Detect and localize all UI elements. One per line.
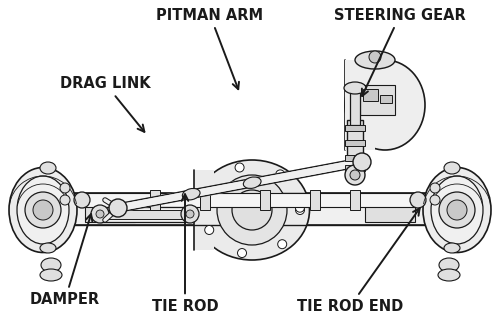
Circle shape xyxy=(447,200,467,220)
Text: TIE ROD: TIE ROD xyxy=(152,194,218,314)
Circle shape xyxy=(410,192,426,208)
Circle shape xyxy=(430,195,440,205)
Circle shape xyxy=(91,205,109,223)
Circle shape xyxy=(109,199,127,217)
Circle shape xyxy=(33,200,53,220)
Ellipse shape xyxy=(40,243,56,253)
Bar xyxy=(200,190,210,210)
Ellipse shape xyxy=(182,189,200,200)
Bar xyxy=(345,125,365,131)
Ellipse shape xyxy=(17,176,69,244)
Bar xyxy=(100,210,190,219)
Circle shape xyxy=(60,195,70,205)
Bar xyxy=(194,170,214,250)
Text: DRAG LINK: DRAG LINK xyxy=(60,76,150,132)
Circle shape xyxy=(296,203,304,212)
Text: PITMAN ARM: PITMAN ARM xyxy=(156,8,264,89)
Text: STEERING GEAR: STEERING GEAR xyxy=(334,8,466,96)
Bar xyxy=(100,207,190,222)
Circle shape xyxy=(25,192,61,228)
Circle shape xyxy=(74,192,90,208)
Bar xyxy=(260,190,270,210)
Bar xyxy=(350,90,360,125)
Text: TIE ROD END: TIE ROD END xyxy=(297,208,420,314)
Bar xyxy=(65,193,435,225)
Bar xyxy=(345,60,375,150)
Ellipse shape xyxy=(439,258,459,272)
Circle shape xyxy=(430,183,440,193)
Ellipse shape xyxy=(9,168,77,253)
Circle shape xyxy=(353,153,371,171)
Ellipse shape xyxy=(345,60,425,150)
Bar xyxy=(347,120,363,175)
Ellipse shape xyxy=(40,269,62,281)
Circle shape xyxy=(204,188,212,197)
Ellipse shape xyxy=(344,82,366,94)
Bar xyxy=(363,89,378,101)
Circle shape xyxy=(232,190,272,230)
Circle shape xyxy=(217,175,287,245)
Circle shape xyxy=(345,165,365,185)
Circle shape xyxy=(235,163,244,172)
Circle shape xyxy=(276,170,284,179)
Circle shape xyxy=(296,205,304,214)
Text: DAMPER: DAMPER xyxy=(30,214,100,307)
Circle shape xyxy=(439,192,475,228)
Circle shape xyxy=(186,210,194,218)
Ellipse shape xyxy=(431,176,483,244)
Ellipse shape xyxy=(423,168,491,253)
Bar xyxy=(345,165,365,171)
Bar xyxy=(345,155,365,161)
Circle shape xyxy=(204,225,214,234)
Ellipse shape xyxy=(194,160,310,260)
Circle shape xyxy=(60,183,70,193)
Bar xyxy=(350,190,360,210)
Bar xyxy=(365,196,415,222)
Bar xyxy=(80,193,420,207)
Ellipse shape xyxy=(41,258,61,272)
Ellipse shape xyxy=(444,243,460,253)
Ellipse shape xyxy=(40,162,56,174)
Bar xyxy=(380,95,392,103)
Bar xyxy=(310,190,320,210)
Circle shape xyxy=(238,249,246,258)
Ellipse shape xyxy=(244,177,261,188)
Ellipse shape xyxy=(438,269,460,281)
Circle shape xyxy=(96,210,104,218)
Circle shape xyxy=(181,205,199,223)
Ellipse shape xyxy=(444,162,460,174)
Bar xyxy=(360,85,395,115)
Circle shape xyxy=(278,240,286,249)
Ellipse shape xyxy=(355,51,395,69)
Bar xyxy=(150,190,160,210)
Bar xyxy=(345,140,365,146)
Bar xyxy=(85,196,135,222)
Circle shape xyxy=(350,170,360,180)
Circle shape xyxy=(369,51,381,63)
